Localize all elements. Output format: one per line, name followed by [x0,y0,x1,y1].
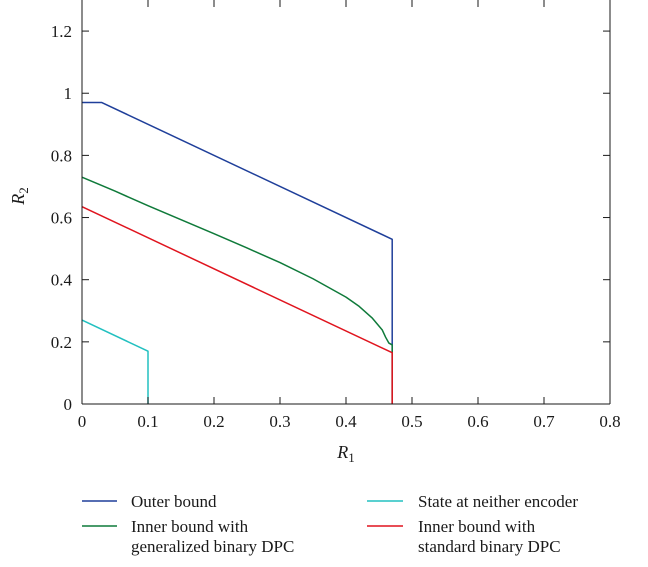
x-tick-label: 0 [78,412,87,431]
y-tick-label: 0 [64,395,73,414]
plot-area [81,101,393,404]
y-tick-label: 0.8 [51,146,72,165]
legend-item-inner-bound-standard: Inner bound with standard binary DPC [367,517,561,556]
series-line-outer-bound [82,101,393,404]
series-line-inner-bound-with-standard-binary-dpc [81,205,393,404]
legend-item-inner-bound-generalized: Inner bound with generalized binary DPC [82,517,294,556]
x-axis-label-subscript: 1 [348,450,355,465]
legend-label-state-at-neither-encoder: State at neither encoder [418,492,578,511]
y-tick-label: 0.2 [51,333,72,352]
legend-label-outer-bound: Outer bound [131,492,217,511]
y-axis-label-main: R [8,194,28,206]
series-line-state-at-neither-encoder [81,319,149,404]
x-tick-label: 0.5 [401,412,422,431]
legend: Outer bound State at neither encoder Inn… [82,492,578,556]
y-tick-label: 0.4 [51,271,73,290]
axes: 0 0.1 0.2 0.3 0.4 0.5 0.6 0.7 0.8 0 0.2 0.4 0.6 0.8 1 1… [51,0,621,431]
x-tick-label: 0.6 [467,412,488,431]
x-tick-label: 0.2 [203,412,224,431]
x-tick-label: 0.7 [533,412,555,431]
legend-label-inner-bound-generalized-line1: Inner bound with [131,517,249,536]
y-tick-label: 0.6 [51,209,72,228]
y-tick-label: 1 [64,84,73,103]
x-tick-label: 0.4 [335,412,357,431]
legend-item-state-at-neither-encoder: State at neither encoder [367,492,578,511]
y-axis-label-subscript: 2 [16,187,31,194]
legend-label-inner-bound-generalized-line2: generalized binary DPC [131,537,294,556]
series-line-inner-bound-with-generalized-binary-dpc [81,176,393,404]
legend-label-inner-bound-standard-line2: standard binary DPC [418,537,561,556]
legend-label-inner-bound-standard-line1: Inner bound with [418,517,536,536]
x-tick-label: 0.8 [599,412,620,431]
x-tick-label: 0.1 [137,412,158,431]
x-tick-label: 0.3 [269,412,290,431]
y-tick-label: 1.2 [51,22,72,41]
y-axis-label: R2 [8,187,31,206]
legend-item-outer-bound: Outer bound [82,492,217,511]
x-axis-label: R1 [336,442,355,465]
x-axis-label-main: R [336,442,348,462]
